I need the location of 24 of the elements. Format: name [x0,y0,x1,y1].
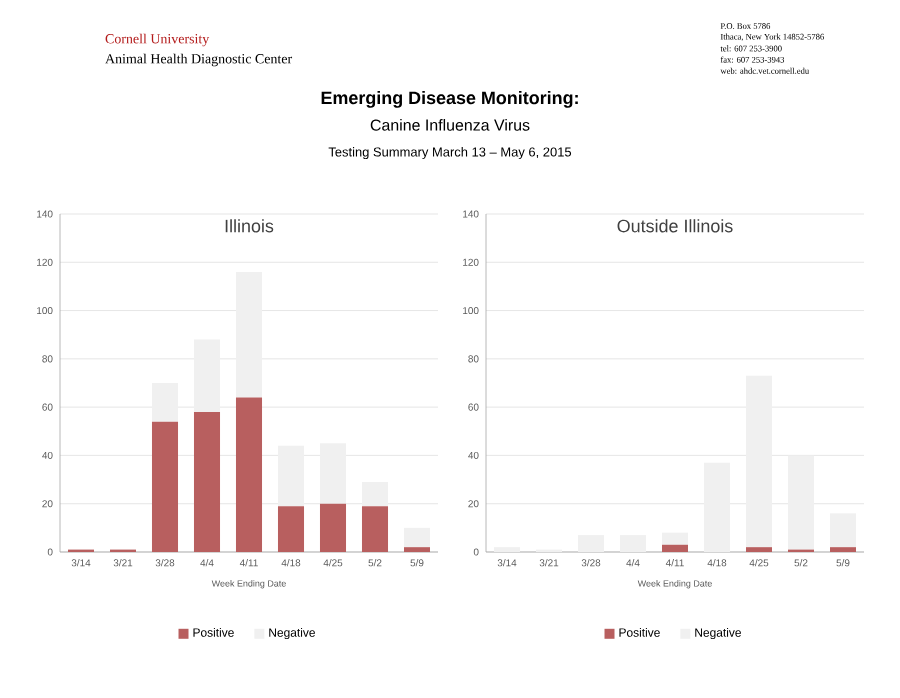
chart-title: Outside Illinois [617,219,733,233]
chart-title: Illinois [225,219,274,233]
text: Emerging Disease Monitoring: [321,91,578,108]
bar [403,527,431,548]
bar [277,445,305,507]
bar [661,532,689,545]
bar [361,481,389,507]
bar [745,375,773,548]
bar [619,535,647,552]
bar [361,506,389,552]
bar [319,503,347,552]
bar [661,544,689,552]
bar [277,506,305,552]
bar [151,421,179,552]
bar [235,271,263,398]
bar [787,455,815,550]
bar [193,411,221,552]
bar [193,339,221,412]
bar [829,513,857,548]
bar [319,443,347,504]
bar [577,535,605,552]
bar [235,397,263,552]
bar [703,462,731,552]
bar [151,382,179,422]
